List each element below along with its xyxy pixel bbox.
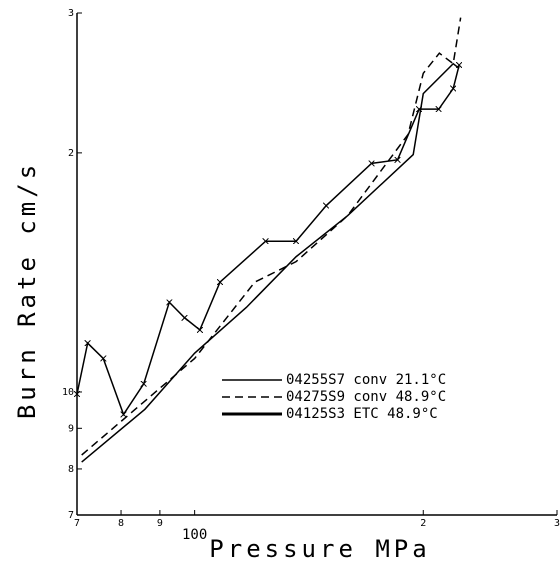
x-tick-label: 7	[74, 518, 80, 529]
y-tick-label: 10	[62, 387, 74, 398]
series-line	[77, 65, 459, 414]
x-tick-label: 8	[118, 518, 124, 529]
y-tick-label: 9	[68, 423, 74, 434]
y-tick-label: 2	[68, 148, 74, 159]
y-axis-label: Burn Rate cm/s	[13, 161, 41, 419]
y-tick-label: 8	[68, 464, 74, 475]
x-tick-label: 9	[157, 518, 163, 529]
x-tick-label: 100	[182, 527, 207, 543]
legend-label: 04255S7 conv 21.1°C	[286, 372, 446, 388]
legend-label: 04125S3 ETC 48.9°C	[286, 406, 438, 422]
y-tick-label: 3	[68, 8, 74, 19]
x-tick-label: 3	[554, 518, 560, 529]
x-tick-label: 2	[420, 518, 426, 529]
y-tick-label: 7	[68, 510, 74, 521]
legend-label: 04275S9 conv 48.9°C	[286, 389, 446, 405]
x-axis-label: Pressure MPa	[209, 535, 430, 563]
